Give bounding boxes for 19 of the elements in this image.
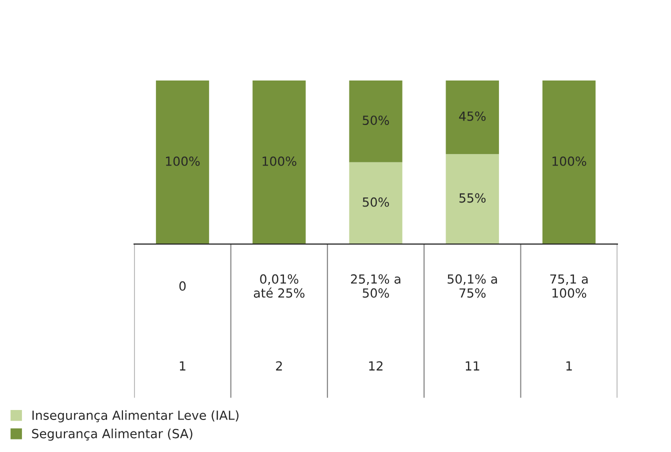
data-label: 100% [552, 156, 586, 166]
x-tick-label: 75,1 a 100% [550, 274, 588, 298]
x-tick-label: 0,01% até 25% [254, 274, 304, 298]
data-label: 55% [459, 193, 486, 203]
x-tick-label: 0 [179, 281, 186, 291]
data-label: 50% [362, 197, 389, 207]
data-label: 45% [459, 111, 486, 121]
text: 12 [369, 361, 382, 370]
data-label: 100% [166, 156, 200, 166]
text: 11 [466, 361, 480, 370]
x-tick-label: 50,1% a 75% [448, 274, 497, 298]
text: 2 [276, 361, 282, 370]
legend-label: Segurança Alimentar (SA) [32, 428, 192, 441]
text: 1 [180, 361, 186, 370]
x-tick-label: 25,1% a 50% [351, 274, 400, 298]
data-label: 50% [362, 116, 389, 126]
legend-label: Insegurança Alimentar Leve (IAL) [32, 410, 238, 422]
text: 1 [566, 361, 572, 370]
data-label: 100% [262, 156, 296, 166]
